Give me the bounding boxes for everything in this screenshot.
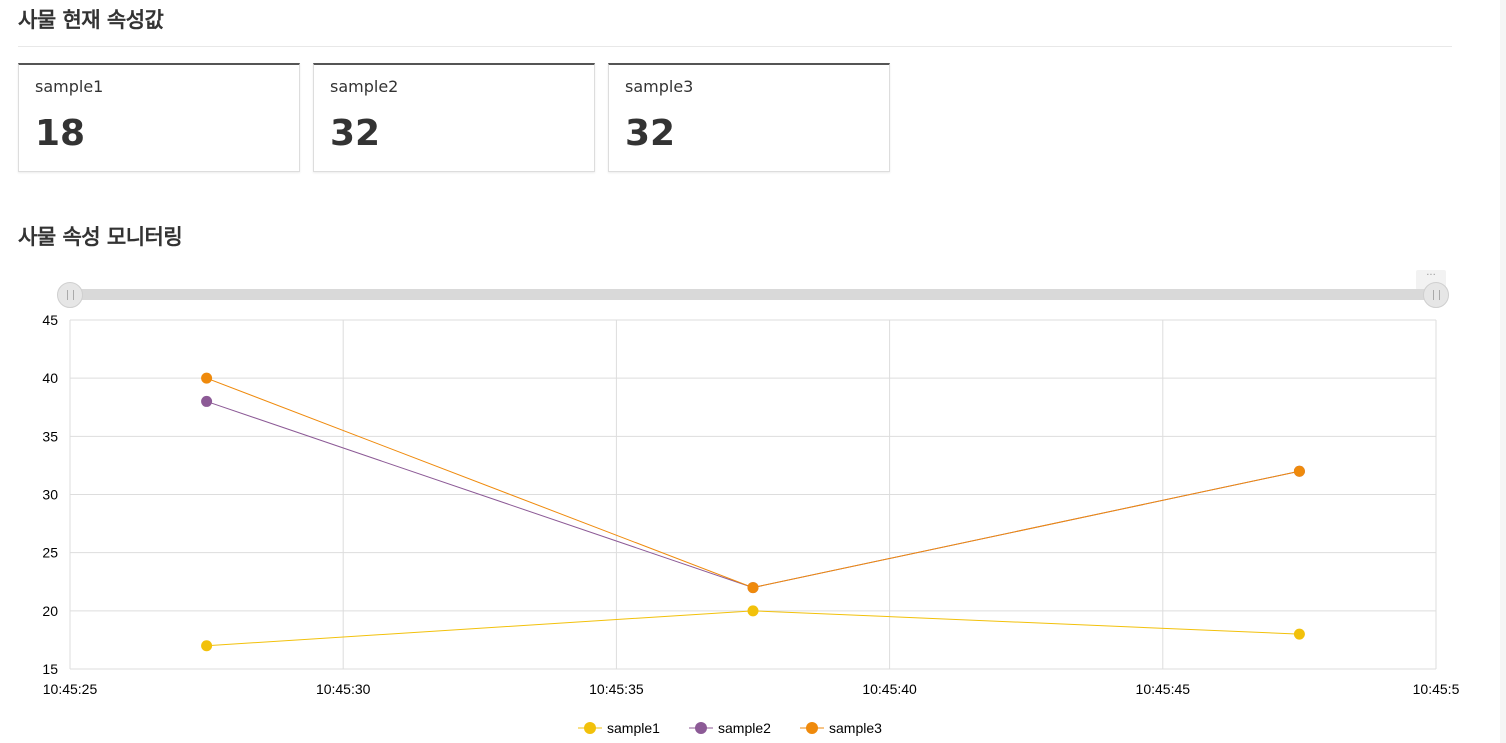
x-tick-label: 10:45:35 [589,681,644,697]
grip-icon [1432,290,1440,300]
x-tick-label: 10:45:5 [1413,681,1460,697]
legend-label-sample3[interactable]: sample3 [829,720,882,736]
value-card-sample3: sample3 32 [608,63,890,172]
data-point-sample1[interactable] [747,605,759,617]
range-start-handle[interactable] [57,282,83,308]
x-tick-label: 10:45:40 [862,681,917,697]
data-point-sample1[interactable] [1293,628,1305,640]
y-tick-label: 25 [42,545,58,561]
legend-label-sample2[interactable]: sample2 [718,720,771,736]
card-label: sample1 [35,77,104,96]
more-icon: ··· [1426,270,1436,281]
y-tick-label: 15 [42,661,58,677]
time-range-slider[interactable] [70,289,1436,300]
grip-icon [66,290,74,300]
legend-marker-sample3[interactable] [806,722,818,734]
y-tick-label: 45 [42,312,58,328]
value-card-sample1: sample1 18 [18,63,300,172]
page-scrollbar[interactable] [1500,0,1506,743]
title-divider [18,46,1452,47]
card-label: sample3 [625,77,694,96]
range-end-handle[interactable] [1423,282,1449,308]
series-line-sample3 [206,377,1300,589]
x-tick-label: 10:45:25 [43,681,98,697]
data-point-sample3[interactable] [201,372,213,384]
data-point-sample1[interactable] [201,640,213,652]
line-chart: 15 20 25 30 35 40 45 10:45:25 10:45:30 10:45:35 1… [42,312,1460,736]
card-value: 32 [625,113,676,154]
legend-label-sample1[interactable]: sample1 [607,720,660,736]
current-values-title: 사물 현재 속성값 [18,8,164,32]
data-point-sample3[interactable] [1293,465,1305,477]
data-point-sample2[interactable] [201,395,213,407]
y-tick-label: 35 [42,428,58,444]
legend-marker-sample1[interactable] [584,722,596,734]
data-point-sample3[interactable] [747,582,759,594]
y-tick-label: 40 [42,370,58,386]
value-card-sample2: sample2 32 [313,63,595,172]
monitoring-title: 사물 속성 모니터링 [18,225,183,249]
x-tick-label: 10:45:45 [1136,681,1191,697]
y-tick-label: 20 [42,603,58,619]
card-value: 18 [35,113,86,154]
legend-marker-sample2[interactable] [695,722,707,734]
card-value: 32 [330,113,381,154]
y-tick-label: 30 [42,487,58,503]
x-tick-label: 10:45:30 [316,681,371,697]
card-label: sample2 [330,77,399,96]
